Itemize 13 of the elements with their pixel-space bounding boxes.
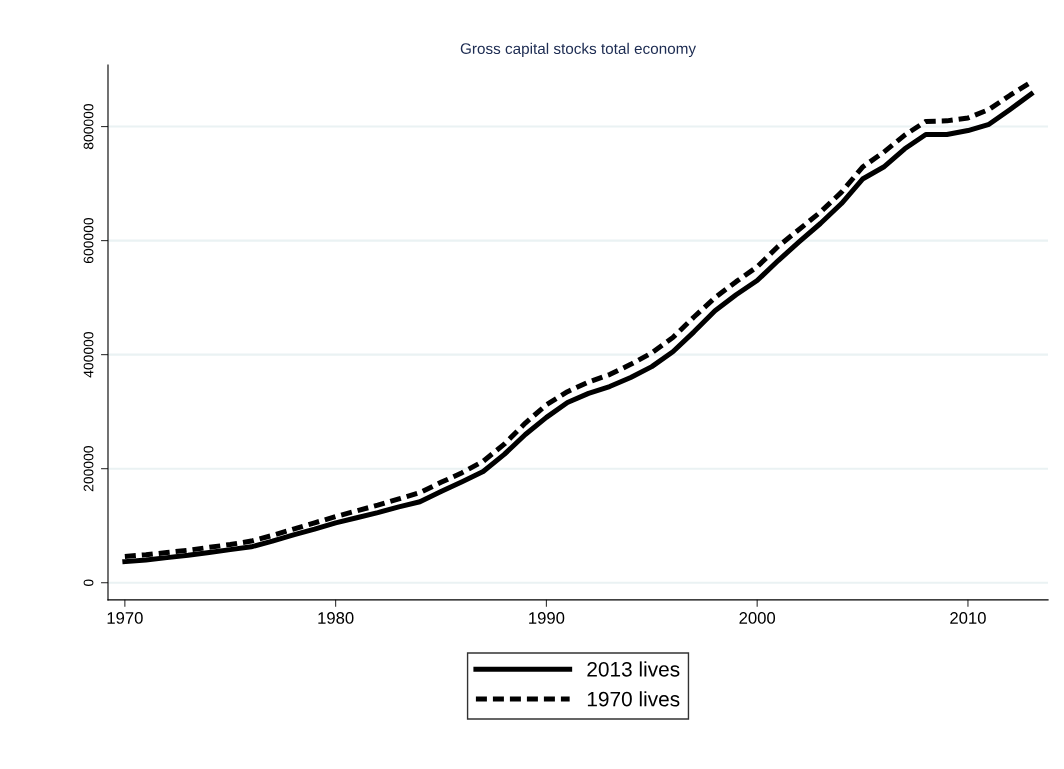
chart-title: Gross capital stocks total economy [460, 42, 697, 58]
y-tick-label: 800000 [83, 103, 94, 150]
legend-label: 1970 lives [587, 691, 680, 707]
y-tick-label: 200000 [83, 446, 94, 492]
y-tick-label: 600000 [83, 217, 94, 264]
y-tick-label: 400000 [83, 332, 94, 378]
y-tick-label: 0 [83, 579, 94, 587]
x-tick-label: 1990 [529, 612, 565, 624]
x-tick-label: 1980 [318, 612, 354, 624]
x-tick-label: 2000 [739, 612, 776, 624]
x-tick-label: 1970 [107, 612, 143, 624]
legend-label: 2013 lives [587, 661, 680, 677]
x-tick-label: 2010 [950, 612, 986, 624]
